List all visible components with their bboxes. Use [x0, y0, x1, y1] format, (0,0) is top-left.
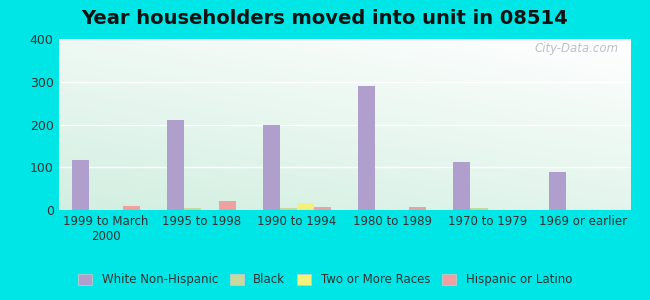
Bar [453, 162, 471, 210]
Bar [471, 208, 488, 210]
Bar [297, 203, 314, 210]
Bar [263, 125, 280, 210]
Text: Year householders moved into unit in 08514: Year householders moved into unit in 085… [82, 9, 568, 28]
Bar [358, 85, 375, 210]
Bar [218, 202, 236, 210]
Bar [72, 160, 89, 210]
Bar [549, 172, 566, 210]
Legend: White Non-Hispanic, Black, Two or More Races, Hispanic or Latino: White Non-Hispanic, Black, Two or More R… [73, 269, 577, 291]
Text: City-Data.com: City-Data.com [535, 42, 619, 56]
Bar [124, 206, 140, 210]
Bar [280, 208, 297, 210]
Bar [167, 120, 185, 210]
Bar [314, 207, 331, 210]
Bar [185, 208, 202, 210]
Bar [410, 207, 426, 210]
